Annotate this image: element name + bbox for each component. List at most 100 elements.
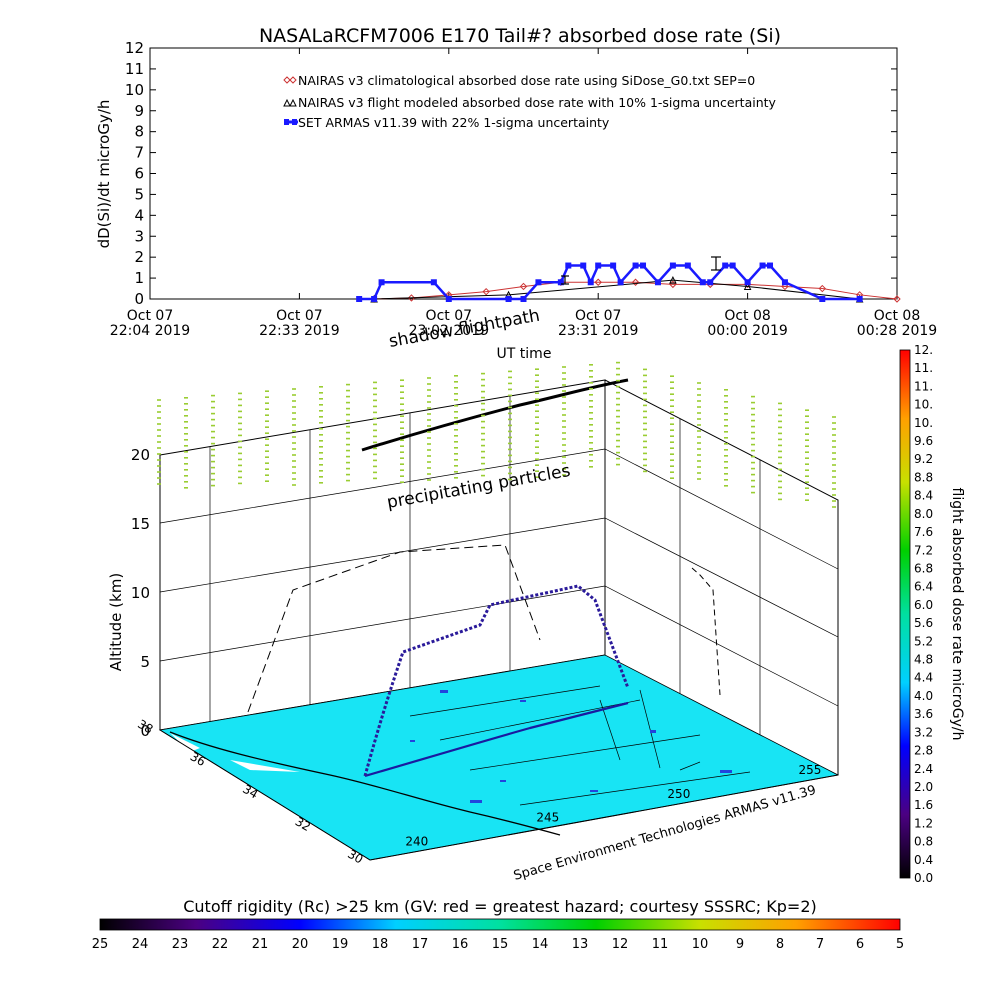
bottom-colorbar-tick: 17 — [412, 937, 429, 952]
bottom-colorbar-tick: 7 — [816, 937, 824, 952]
data-point — [743, 282, 752, 290]
right-colorbar-tick: 8.8 — [914, 470, 933, 484]
y-axis-label: dD(Si)/dt microGy/h — [95, 100, 113, 249]
plot-series — [356, 262, 901, 303]
bottom-colorbar-ticks: 25 24 23 22 21 20 19 18 17 16 15 14 13 12 11 10 9 8 7 6 5 — [92, 937, 904, 952]
y-tick-label: 11 — [125, 60, 144, 78]
right-colorbar-ticks: 0.0 0.4 0.8 1.2 1.6 2.0 2.4 2.8 3.2 3.6 4.0 4.4 4.8 5… — [914, 343, 933, 885]
right-colorbar-tick: 11. — [914, 361, 933, 375]
y-tick-label: 4 — [134, 206, 144, 224]
3d-panel: shadow flightpath precipitating particle… — [107, 306, 840, 884]
data-point — [729, 262, 736, 269]
right-colorbar-tick: 12. — [914, 343, 933, 357]
data-point — [640, 262, 647, 269]
bottom-colorbar-tick: 21 — [252, 937, 269, 952]
right-colorbar-tick: 9.2 — [914, 452, 933, 466]
y-tick-label: 12 — [125, 39, 144, 57]
data-point — [535, 279, 542, 286]
altitude-tick-label: 15 — [131, 515, 150, 533]
x-axis-label: UT time — [497, 346, 552, 362]
right-colorbar-tick: 5.2 — [914, 634, 933, 648]
data-point — [744, 279, 751, 286]
right-colorbar — [899, 349, 911, 879]
data-point — [781, 282, 789, 291]
data-point — [669, 262, 676, 269]
legend: NAIRAS v3 climatological absorbed dose r… — [283, 73, 777, 130]
x-tick-label: Oct 07 — [127, 308, 173, 324]
latitude-tick-label: 38 — [135, 717, 155, 737]
bottom-colorbar-tick: 12 — [612, 937, 629, 952]
data-point — [759, 262, 766, 269]
bottom-colorbar — [99, 918, 901, 931]
bottom-colorbar-tick: 6 — [856, 937, 864, 952]
bottom-colorbar-tick: 19 — [332, 937, 349, 952]
data-point — [610, 262, 617, 269]
right-colorbar-tick: 1.2 — [914, 816, 933, 830]
y-tick-label: 5 — [134, 185, 144, 203]
legend-item-nairas-climatological: NAIRAS v3 climatological absorbed dose r… — [283, 73, 755, 88]
bottom-colorbar-tick: 9 — [736, 937, 744, 952]
x-tick-label: 23:31 2019 — [558, 323, 638, 339]
bottom-colorbar-tick: 14 — [532, 937, 549, 952]
bottom-colorbar-tick: 22 — [212, 937, 229, 952]
data-point — [856, 296, 863, 302]
data-point — [632, 262, 639, 269]
right-colorbar-tick: 4.0 — [914, 689, 933, 703]
x-tick-label: Oct 08 — [874, 308, 920, 324]
data-point — [722, 262, 729, 269]
bottom-colorbar-tick: 16 — [452, 937, 469, 952]
longitude-axis-ticks: 240 245 250 255 — [405, 763, 821, 848]
right-colorbar-tick: 4.4 — [914, 671, 933, 685]
y-tick-label: 9 — [134, 102, 144, 120]
right-colorbar-tick: 4.8 — [914, 653, 933, 667]
x-tick-label: 22:04 2019 — [110, 323, 190, 339]
altitude-axis-ticks: 0 5 10 15 20 — [131, 446, 150, 740]
latitude-tick-label: 32 — [293, 814, 313, 834]
latitude-axis-ticks: 30 32 34 36 38 — [135, 717, 365, 867]
triangle-marker-icon — [283, 98, 297, 107]
right-colorbar-tick: 10. — [914, 398, 933, 412]
right-colorbar-tick: 10. — [914, 416, 933, 430]
right-colorbar-tick: 2.4 — [914, 762, 933, 776]
bottom-colorbar-tick: 25 — [92, 937, 109, 952]
right-colorbar-tick: 6.4 — [914, 580, 933, 594]
bottom-colorbar-tick: 23 — [172, 937, 189, 952]
data-point — [520, 296, 527, 302]
data-point — [430, 279, 437, 286]
legend-label: NAIRAS v3 climatological absorbed dose r… — [298, 73, 755, 88]
shadow-flightpath-line — [361, 378, 629, 452]
right-colorbar-tick: 0.8 — [914, 835, 933, 849]
x-tick-label: 22:33 2019 — [259, 323, 339, 339]
data-point — [781, 279, 788, 286]
data-point — [819, 296, 826, 302]
altitude-tick-label: 5 — [140, 653, 150, 671]
y-tick-label: 7 — [134, 144, 144, 162]
x-tick-label: 00:00 2019 — [707, 323, 787, 339]
right-colorbar-tick: 6.8 — [914, 561, 933, 575]
error-bars — [561, 256, 721, 285]
bottom-colorbar-tick: 18 — [372, 937, 389, 952]
x-tick-label: Oct 07 — [575, 308, 621, 324]
coastline — [169, 731, 561, 836]
annotation-precipitating-particles: precipitating particles — [385, 461, 572, 513]
altitude-tick-label: 20 — [131, 446, 150, 464]
right-colorbar-tick: 0.0 — [914, 871, 933, 885]
flight-track-3d — [363, 584, 630, 777]
legend-label: NAIRAS v3 flight modeled absorbed dose r… — [298, 95, 777, 110]
y-tick-label: 3 — [134, 227, 144, 245]
series-line-1 — [374, 281, 898, 300]
bottom-colorbar-tick: 24 — [132, 937, 149, 952]
right-colorbar-tick: 7.2 — [914, 543, 933, 557]
latitude-tick-label: 30 — [345, 847, 365, 867]
bottom-colorbar-tick: 15 — [492, 937, 509, 952]
data-point — [519, 282, 528, 291]
data-point — [684, 262, 691, 269]
data-point — [557, 279, 564, 286]
series-line-2 — [374, 279, 860, 300]
data-point — [707, 279, 714, 286]
data-point — [595, 262, 602, 269]
